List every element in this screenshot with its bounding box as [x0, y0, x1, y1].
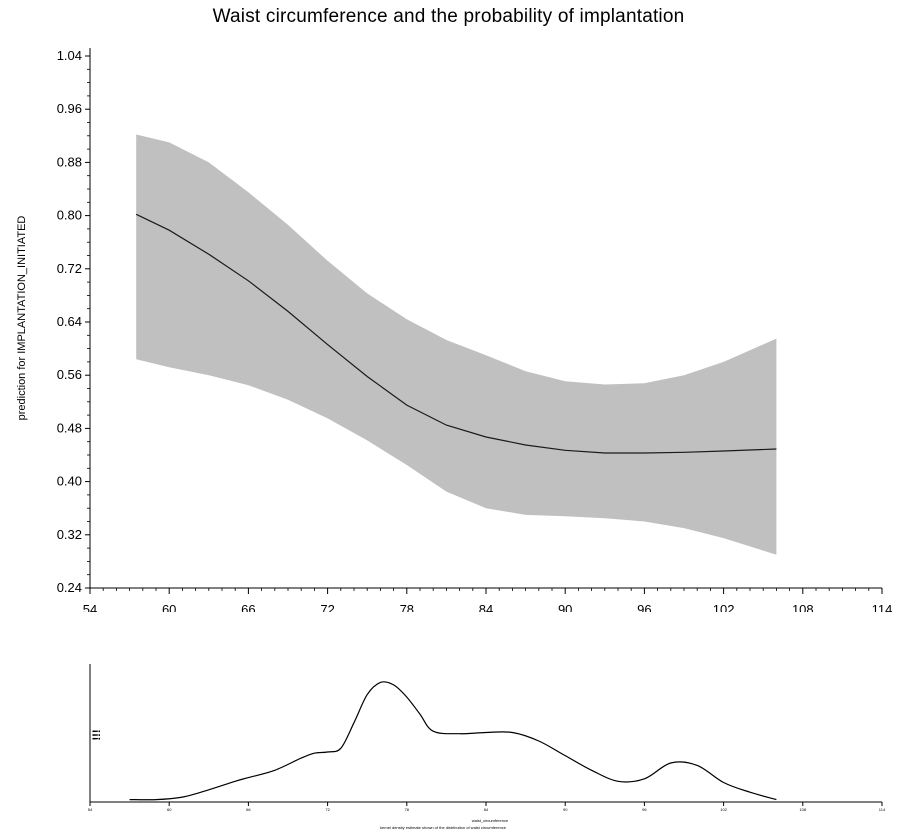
y-tick-label: 0.40	[57, 474, 82, 489]
confidence-band-layer	[136, 134, 777, 555]
density-x-tick-label: 108	[799, 807, 806, 812]
x-tick-label: 84	[479, 602, 493, 612]
x-tick-label: 114	[872, 602, 893, 612]
density-x-tick-label: 90	[563, 807, 568, 812]
density-x-tick-label: 66	[246, 807, 251, 812]
prediction-line-layer	[135, 213, 777, 454]
x-tick-label: 60	[162, 602, 176, 612]
density-x-tick-label: 84	[484, 807, 489, 812]
x-tick-label: 102	[713, 602, 735, 612]
y-axis-label: prediction for IMPLANTATION_INITIATED	[16, 215, 28, 421]
density-curve-0	[129, 681, 777, 801]
density-x-tick-label: 54	[88, 807, 93, 812]
main-plot: 0.24 0.32 0.40 0.48 0.56 0.64 0.72 0.80 0.88 0.96…	[57, 48, 893, 612]
density-x-tick-label: 72	[325, 807, 330, 812]
y-tick-label: 0.96	[57, 101, 82, 116]
density-y-label: !!!	[91, 729, 103, 741]
y-tick-label: 0.32	[57, 527, 82, 542]
x-tick-label: 90	[558, 602, 572, 612]
chart-title: Waist circumference and the probability …	[212, 6, 685, 27]
density-curve-layer	[129, 681, 777, 801]
y-tick-label: 0.24	[57, 580, 82, 595]
x-tick-label: 72	[320, 602, 334, 612]
y-tick-label: 0.56	[57, 367, 82, 382]
y-tick-label: 0.48	[57, 420, 82, 435]
x-tick-label: 108	[792, 602, 814, 612]
density-footnote: kernel density estimate shown of the dis…	[379, 825, 507, 830]
density-x-tick-label: 78	[405, 807, 410, 812]
y-tick-label: 0.64	[57, 314, 82, 329]
density-x-tick-label: 60	[167, 807, 172, 812]
y-tick-label: 1.04	[57, 48, 82, 63]
y-tick-label: 0.72	[57, 261, 82, 276]
y-tick-label: 0.88	[57, 154, 82, 169]
y-tick-label: 0.80	[57, 208, 82, 223]
x-tick-label: 54	[83, 602, 97, 612]
density-x-tick-label: 96	[642, 807, 647, 812]
confidence-band-0	[136, 134, 777, 555]
density-x-tick-label: 114	[879, 807, 886, 812]
density-axes: 54 60 66 72 78 84 90 96 102 108 114	[88, 664, 886, 812]
main-axes: 0.24 0.32 0.40 0.48 0.56 0.64 0.72 0.80 0.88 0.96…	[57, 48, 893, 612]
density-x-tick-label: 102	[720, 807, 727, 812]
prediction-line-0	[135, 213, 777, 454]
x-tick-label: 78	[400, 602, 414, 612]
x-tick-label: 66	[241, 602, 255, 612]
density-x-label: waist_circumference	[471, 818, 509, 823]
x-tick-label: 96	[637, 602, 651, 612]
